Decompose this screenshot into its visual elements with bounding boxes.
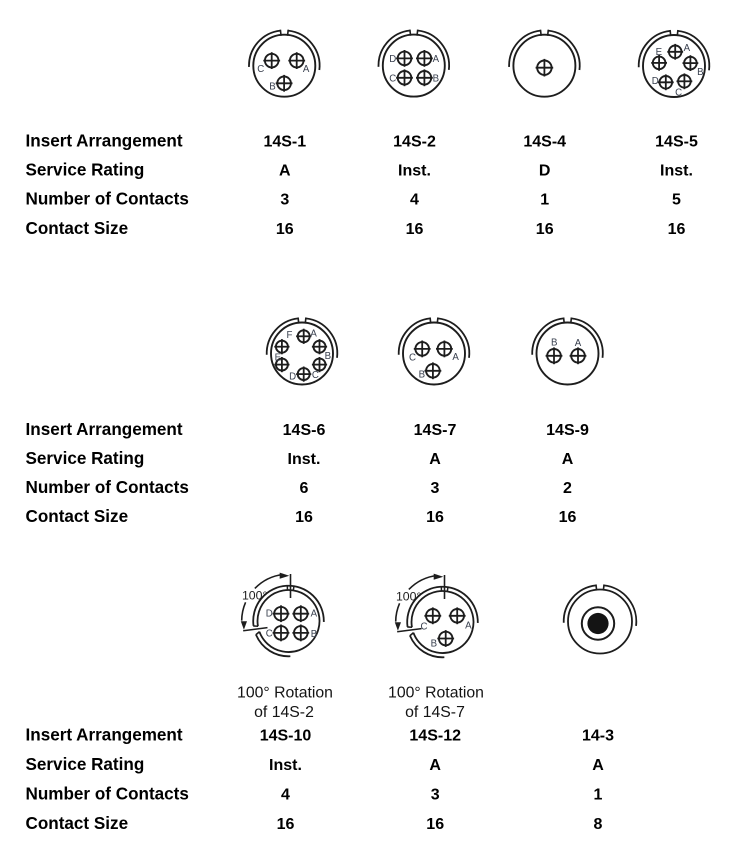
svg-text:B: B (311, 629, 317, 640)
svg-text:C: C (421, 621, 428, 632)
svg-text:B: B (419, 370, 425, 381)
svg-text:A: A (429, 451, 441, 468)
svg-text:F: F (287, 330, 293, 341)
svg-text:1: 1 (540, 192, 549, 209)
svg-text:6: 6 (300, 480, 309, 497)
svg-text:E: E (275, 353, 282, 364)
svg-text:14S-12: 14S-12 (409, 728, 461, 745)
svg-text:5: 5 (672, 192, 681, 209)
svg-text:A: A (452, 352, 459, 363)
svg-text:A: A (465, 620, 472, 631)
svg-text:2: 2 (563, 480, 572, 497)
svg-text:D: D (389, 54, 396, 65)
svg-text:16: 16 (559, 509, 577, 526)
svg-text:E: E (656, 47, 663, 58)
svg-text:14S-9: 14S-9 (546, 422, 589, 439)
svg-text:D: D (289, 372, 296, 383)
svg-text:Insert Arrangement: Insert Arrangement (26, 131, 183, 150)
svg-text:B: B (433, 73, 439, 84)
svg-text:100° Rotation: 100° Rotation (388, 684, 484, 701)
svg-text:C: C (257, 64, 264, 75)
svg-text:A: A (433, 54, 440, 65)
svg-text:14-3: 14-3 (582, 728, 614, 745)
svg-text:C: C (409, 353, 416, 364)
svg-text:14S-10: 14S-10 (260, 728, 312, 745)
svg-text:16: 16 (426, 816, 444, 833)
svg-text:Contact Size: Contact Size (26, 814, 129, 833)
svg-text:14S-1: 14S-1 (263, 133, 306, 150)
svg-text:A: A (310, 328, 317, 339)
svg-text:A: A (575, 338, 582, 349)
svg-text:C: C (312, 370, 319, 381)
svg-text:4: 4 (410, 192, 419, 209)
svg-text:Inst.: Inst. (269, 757, 302, 774)
svg-text:A: A (303, 64, 310, 75)
svg-text:D: D (539, 162, 551, 179)
svg-text:B: B (697, 67, 703, 78)
svg-text:Service Rating: Service Rating (26, 449, 145, 468)
svg-text:C: C (675, 88, 682, 99)
svg-text:D: D (652, 76, 659, 87)
svg-text:Service Rating: Service Rating (26, 160, 145, 179)
svg-text:3: 3 (280, 192, 289, 209)
svg-text:14S-2: 14S-2 (393, 133, 436, 150)
svg-text:16: 16 (426, 509, 444, 526)
svg-text:100°: 100° (396, 590, 422, 604)
svg-text:B: B (325, 351, 331, 362)
svg-text:A: A (592, 757, 604, 774)
svg-text:Number of Contacts: Number of Contacts (26, 190, 189, 209)
svg-text:Insert Arrangement: Insert Arrangement (26, 726, 183, 745)
svg-text:14S-4: 14S-4 (523, 133, 566, 150)
svg-text:A: A (562, 451, 574, 468)
svg-text:14S-6: 14S-6 (283, 422, 326, 439)
svg-text:14S-5: 14S-5 (655, 133, 698, 150)
svg-text:Inst.: Inst. (660, 162, 693, 179)
svg-text:Inst.: Inst. (288, 451, 321, 468)
svg-text:16: 16 (276, 221, 294, 238)
svg-text:Contact Size: Contact Size (26, 507, 129, 526)
svg-text:100° Rotation: 100° Rotation (237, 684, 333, 701)
svg-text:3: 3 (431, 787, 440, 804)
svg-text:Contact Size: Contact Size (26, 219, 129, 238)
svg-text:A: A (429, 757, 441, 774)
svg-text:1: 1 (594, 787, 603, 804)
svg-text:A: A (279, 162, 291, 179)
svg-text:16: 16 (668, 221, 686, 238)
svg-text:C: C (389, 73, 396, 84)
svg-text:of 14S-2: of 14S-2 (254, 704, 314, 721)
svg-text:Number of Contacts: Number of Contacts (26, 478, 189, 497)
svg-text:14S-7: 14S-7 (414, 422, 457, 439)
svg-text:3: 3 (431, 480, 440, 497)
svg-text:Number of Contacts: Number of Contacts (26, 785, 189, 804)
svg-text:B: B (431, 639, 437, 650)
svg-text:of 14S-7: of 14S-7 (405, 704, 465, 721)
svg-text:Insert Arrangement: Insert Arrangement (26, 420, 183, 439)
svg-text:8: 8 (594, 816, 603, 833)
svg-text:100°: 100° (242, 589, 268, 603)
svg-text:16: 16 (295, 509, 313, 526)
svg-text:B: B (269, 82, 275, 93)
svg-text:16: 16 (277, 816, 295, 833)
svg-text:16: 16 (536, 221, 554, 238)
svg-text:B: B (551, 338, 557, 349)
svg-text:A: A (311, 609, 318, 620)
svg-text:A: A (684, 43, 691, 54)
svg-text:Service Rating: Service Rating (26, 755, 145, 774)
svg-text:4: 4 (281, 787, 290, 804)
svg-text:D: D (266, 609, 273, 620)
svg-text:C: C (266, 628, 273, 639)
svg-text:Inst.: Inst. (398, 162, 431, 179)
svg-text:16: 16 (406, 221, 424, 238)
